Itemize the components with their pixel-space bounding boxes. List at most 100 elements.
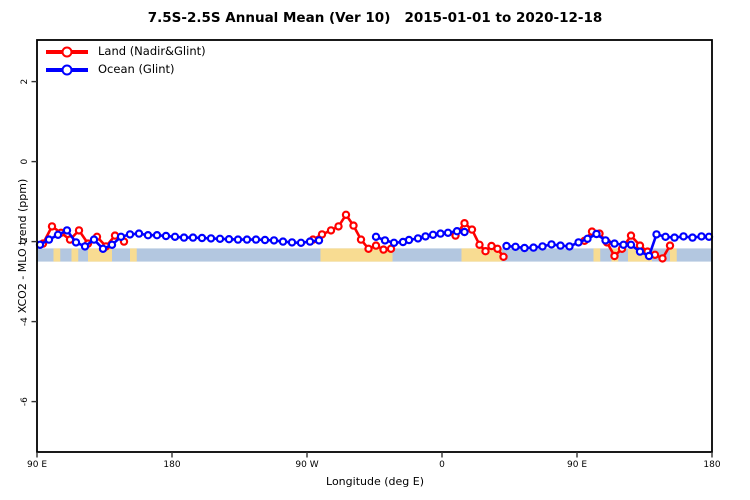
ocean-data-point	[197, 233, 207, 243]
ocean-data-point	[44, 235, 54, 244]
chart-title: 7.5S-2.5S Annual Mean (Ver 10) 2015-01-0…	[147, 10, 603, 26]
ocean-data-point	[179, 233, 189, 242]
land-data-point	[481, 246, 490, 256]
ocean-data-point	[502, 241, 511, 251]
surface-strip-land	[71, 248, 79, 262]
land-data-point	[475, 240, 484, 249]
ocean-data-point	[652, 230, 661, 239]
ocean-series-swatch	[46, 64, 88, 76]
land-data-point	[349, 221, 358, 230]
ocean-data-point	[125, 230, 135, 239]
ocean-data-point	[574, 238, 583, 247]
ocean-data-point	[371, 232, 381, 241]
ocean-data-point	[644, 251, 654, 261]
ocean-data-point	[619, 240, 628, 249]
ocean-data-point	[583, 234, 592, 243]
ocean-data-point	[296, 238, 306, 247]
ocean-data-point	[152, 230, 162, 240]
ocean-data-point	[233, 235, 243, 244]
ocean-data-point	[269, 236, 279, 245]
land-data-point	[341, 210, 351, 219]
plot-box	[36, 39, 713, 453]
surface-strip-land	[461, 248, 502, 262]
ocean-data-point	[71, 238, 81, 247]
ocean-data-point	[452, 226, 462, 236]
legend-label-ocean: Ocean (Glint)	[98, 62, 175, 77]
legend-item-ocean: Ocean (Glint)	[46, 61, 206, 79]
ocean-data-point	[436, 229, 445, 238]
ocean-data-point	[80, 242, 90, 251]
land-data-point	[626, 231, 636, 240]
ocean-data-point	[89, 235, 99, 244]
land-data-point	[460, 218, 469, 228]
land-data-point	[356, 235, 366, 244]
surface-strip-land	[53, 248, 61, 262]
ocean-data-point	[161, 231, 171, 241]
land-marker-icon	[61, 46, 73, 58]
y-tick-label: -4	[20, 317, 30, 326]
ocean-data-point	[529, 243, 538, 252]
surface-strip-land	[593, 248, 601, 262]
x-axis-label: Longitude (deg E)	[326, 475, 424, 488]
ocean-data-point	[380, 236, 390, 245]
ocean-data-point	[610, 239, 619, 248]
ocean-data-point	[206, 234, 216, 243]
y-tick-label: 2	[20, 79, 30, 85]
ocean-data-point	[511, 242, 520, 251]
ocean-data-point	[278, 237, 288, 246]
land-data-point	[371, 241, 381, 250]
ocean-data-point	[413, 234, 423, 243]
land-data-point	[326, 226, 336, 235]
x-tick-label: 180	[163, 460, 180, 470]
land-data-point	[499, 252, 508, 261]
x-tick-label: 0	[439, 460, 445, 470]
ocean-data-point	[661, 232, 670, 241]
ocean-data-point	[697, 232, 706, 241]
ocean-data-point	[143, 230, 153, 240]
y-tick-label: 0	[20, 158, 30, 164]
x-tick-label: 90 E	[27, 460, 47, 470]
land-data-point	[364, 244, 373, 253]
ocean-data-point	[251, 235, 261, 244]
legend-label-land: Land (Nadir&Glint)	[98, 44, 206, 59]
legend: Land (Nadir&Glint) Ocean (Glint)	[46, 43, 206, 79]
ocean-data-point	[547, 240, 556, 249]
ocean-data-point	[62, 226, 72, 235]
land-data-point	[610, 251, 619, 261]
land-data-point	[379, 245, 388, 254]
ocean-data-point	[107, 240, 117, 249]
x-tick-label: 90 W	[295, 460, 318, 470]
ocean-data-point	[305, 237, 315, 246]
ocean-data-point	[404, 235, 414, 245]
ocean-data-point	[98, 244, 108, 253]
land-data-point	[47, 222, 57, 231]
ocean-data-point	[421, 232, 430, 241]
ocean-data-point	[215, 234, 225, 243]
ocean-data-point	[601, 236, 610, 245]
land-data-point	[658, 254, 667, 263]
ocean-data-point	[314, 236, 324, 245]
land-data-point	[467, 225, 477, 234]
ocean-data-point	[460, 227, 469, 237]
ocean-data-point	[170, 232, 180, 241]
land-data-point	[493, 244, 502, 253]
ocean-data-point	[428, 230, 438, 239]
y-tick-label: -6	[20, 397, 30, 406]
surface-strip-land	[320, 248, 393, 262]
ocean-data-point	[688, 233, 697, 242]
ocean-data-point	[670, 233, 679, 242]
ocean-data-point	[287, 238, 297, 247]
land-series-swatch	[46, 46, 88, 58]
ocean-data-point	[116, 232, 126, 241]
ocean-data-point	[635, 247, 645, 256]
ocean-data-point	[224, 234, 234, 244]
ocean-marker-icon	[61, 64, 73, 76]
ocean-data-point	[242, 235, 252, 244]
y-tick-label: -2	[20, 237, 30, 246]
ocean-data-point	[565, 242, 574, 251]
ocean-data-point	[556, 241, 565, 250]
land-data-point	[665, 241, 675, 250]
ocean-data-point	[260, 235, 270, 245]
